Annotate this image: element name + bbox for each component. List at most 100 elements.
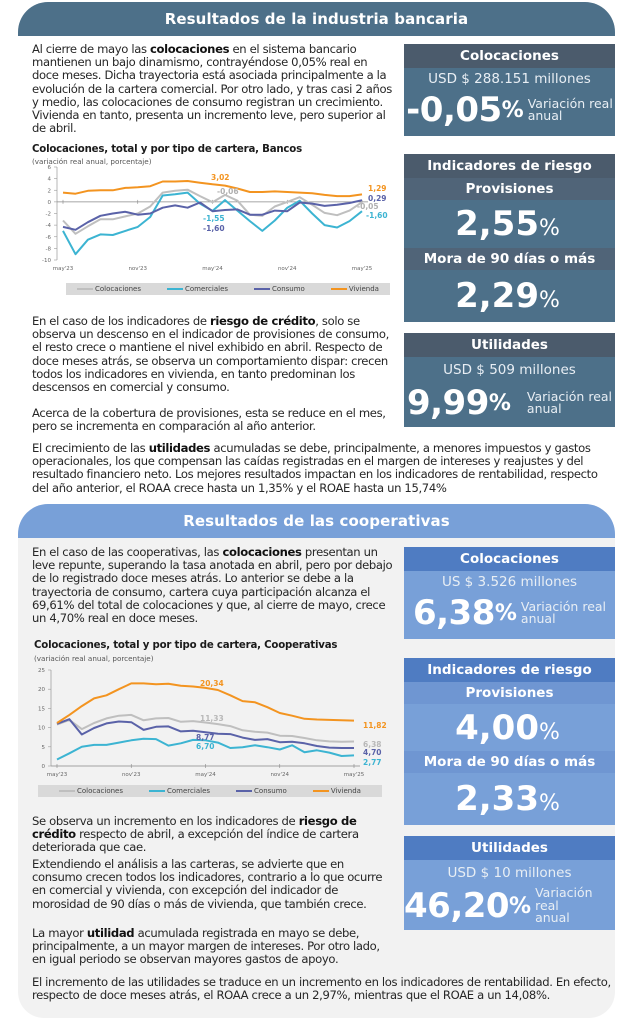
x-tick-label: may'25 [352, 266, 373, 272]
legend-swatch [77, 288, 93, 290]
kpi-title: Indicadores de riesgo [404, 154, 615, 178]
kpi-subtitle-mora: Mora de 90 días o más [404, 751, 615, 773]
kpi-value: -0,05 [406, 90, 502, 130]
x-tick-label: may'25 [344, 772, 365, 778]
y-tick-label: 0 [48, 200, 52, 206]
x-tick-label: may'23 [47, 772, 68, 778]
coop-chart-subtitle: (variación real anual, porcentaje) [34, 654, 154, 663]
x-tick-label: may'24 [195, 772, 216, 778]
keyword-colocaciones: colocaciones [150, 42, 230, 56]
legend-item: Vivienda [312, 787, 361, 795]
legend-swatch [330, 288, 347, 290]
x-tick-label: nov'23 [122, 772, 141, 778]
y-tick-label: -8 [46, 246, 52, 252]
y-tick-label: 5 [42, 745, 46, 751]
coop-section-header: Resultados de las cooperativas [18, 504, 615, 538]
legend-item: Colocaciones [59, 787, 123, 795]
kpi-label: Variación real anual [520, 598, 607, 626]
kpi-amount: USD $ 509 millones [443, 362, 576, 378]
bank-profit-paragraph: El crecimiento de las utilidades acumula… [32, 441, 598, 495]
y-tick-label: 2 [48, 188, 52, 194]
legend-item: Consumo [254, 285, 305, 293]
kpi-value: 46,20 [404, 886, 510, 926]
y-tick-label: -4 [46, 223, 52, 229]
bank-intro-paragraph: Al cierre de mayo las colocaciones en el… [32, 42, 392, 136]
data-label: 4,70 [363, 748, 382, 757]
keyword-utilidad: utilidad [86, 926, 135, 940]
x-tick-label: nov'24 [270, 772, 289, 778]
data-label: 0,29 [368, 194, 387, 203]
legend-swatch [167, 288, 184, 290]
series-line-comerciales [56, 737, 355, 761]
kpi-value: 9,99 [406, 383, 489, 423]
bank-kpi-riesgo: Indicadores de riesgo Provisiones 2,55% [404, 154, 615, 248]
data-label: 1,29 [368, 184, 387, 193]
bank-kpi-colocaciones: Colocaciones USD $ 288.151 millones -0,0… [404, 44, 615, 136]
kpi-percent-sign: % [494, 600, 517, 626]
bank-chart-subtitle: (variación real anual, porcentaje) [32, 157, 152, 166]
data-label: 20,34 [200, 679, 224, 688]
kpi-value-provisiones: 2,55% [404, 200, 615, 248]
series-line-colocaciones [62, 188, 363, 235]
series-line-consumo [56, 718, 354, 749]
y-tick-label: 25 [38, 668, 45, 674]
kpi-label: Variación real anual [535, 885, 593, 926]
bank-section-title: Resultados de la industria bancaria [164, 10, 469, 28]
kpi-percent-sign: % [488, 390, 511, 416]
coop-intro-paragraph: En el caso de las cooperativas, las colo… [32, 545, 393, 626]
kpi-subtitle-provisiones: Provisiones [404, 682, 615, 704]
y-tick-label: 20 [38, 687, 45, 693]
data-label: 6,70 [196, 742, 215, 751]
coop-chart-title: Colocaciones, total y por tipo de carter… [34, 640, 338, 651]
y-tick-label: -10 [42, 258, 51, 264]
data-label: -1,60 [366, 211, 388, 220]
data-label: 11,82 [363, 721, 387, 730]
kpi-label: Variación real anual [526, 388, 613, 416]
y-tick-label: -6 [46, 235, 52, 241]
series-line-vivienda [62, 180, 363, 198]
kpi-value-mora: 2,33% [404, 773, 615, 825]
bank-risk-paragraph: En el caso de los indicadores de riesgo … [32, 314, 389, 395]
legend-item: Consumo [236, 787, 287, 795]
kpi-title: Utilidades [404, 836, 615, 860]
kpi-value-provisiones: 4,00% [404, 704, 615, 752]
kpi-value: 6,38 [412, 593, 495, 633]
kpi-value-mora: 2,29% [404, 270, 615, 322]
series-line-colocaciones [56, 713, 355, 743]
y-tick-label: 15 [38, 706, 45, 712]
keyword-riesgo-credito: riesgo de crédito [210, 314, 316, 328]
data-label: 11,33 [200, 714, 224, 723]
y-tick-label: 6 [48, 165, 52, 171]
data-label: 8,77 [196, 733, 215, 742]
kpi-subtitle-mora: Mora de 90 días o más [404, 248, 615, 270]
legend-item: Comerciales [149, 787, 210, 795]
legend-swatch [312, 790, 329, 792]
coop-portfolio-paragraph: Extendiendo el análisis a las carteras, … [32, 857, 383, 911]
bank-chart-legend: Colocaciones Comerciales Consumo Viviend… [66, 283, 390, 295]
kpi-amount: USD $ 288.151 millones [428, 71, 591, 87]
coop-closing-paragraph: El incremento de las utilidades se tradu… [32, 975, 611, 1003]
kpi-title: Utilidades [404, 333, 615, 357]
bank-section-header: Resultados de la industria bancaria [18, 2, 615, 36]
y-tick-label: 4 [48, 177, 52, 183]
kpi-percent-sign: % [509, 893, 532, 919]
kpi-label: Variación real anual [527, 95, 613, 123]
kpi-amount: US $ 3.526 millones [441, 574, 578, 590]
keyword-colocaciones: colocaciones [222, 545, 302, 559]
x-tick-label: nov'23 [128, 266, 147, 272]
coop-kpi-riesgo: Indicadores de riesgo Provisiones 4,00% [404, 658, 615, 752]
series-line-vivienda [56, 682, 355, 724]
x-tick-label: nov'24 [278, 266, 297, 272]
kpi-amount: USD $ 10 millones [447, 865, 572, 881]
bank-kpi-mora: Mora de 90 días o más 2,29% [404, 248, 615, 322]
coop-kpi-utilidades: Utilidades USD $ 10 millones 46,20 % Var… [404, 836, 615, 930]
bank-kpi-utilidades: Utilidades USD $ 509 millones 9,99 % Var… [404, 333, 615, 427]
series-line-consumo [62, 199, 363, 231]
y-tick-label: 10 [38, 726, 45, 732]
data-label: 6,38 [363, 740, 382, 749]
coop-section-title: Resultados de las cooperativas [183, 512, 450, 530]
coop-kpi-colocaciones: Colocaciones US $ 3.526 millones 6,38 % … [404, 547, 615, 639]
kpi-percent-sign: % [501, 97, 524, 123]
